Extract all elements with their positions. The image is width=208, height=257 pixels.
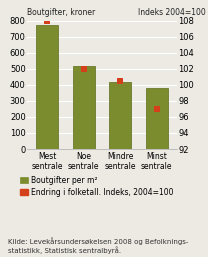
Bar (146, 88, 168, 149)
Legend: Boutgifter per m², Endring i folketall. Indeks, 2004=100: Boutgifter per m², Endring i folketall. … (20, 176, 174, 197)
Bar (36, 25, 58, 149)
Text: Boutgifter, kroner: Boutgifter, kroner (27, 8, 95, 17)
Bar (109, 82, 131, 149)
Bar (73, 66, 95, 149)
Text: Kilde: Levekårsundersøkelsen 2008 og Befolknings-
statistikk, Statistisk sentral: Kilde: Levekårsundersøkelsen 2008 og Bef… (8, 238, 189, 254)
Text: Indeks 2004=100: Indeks 2004=100 (138, 8, 206, 17)
